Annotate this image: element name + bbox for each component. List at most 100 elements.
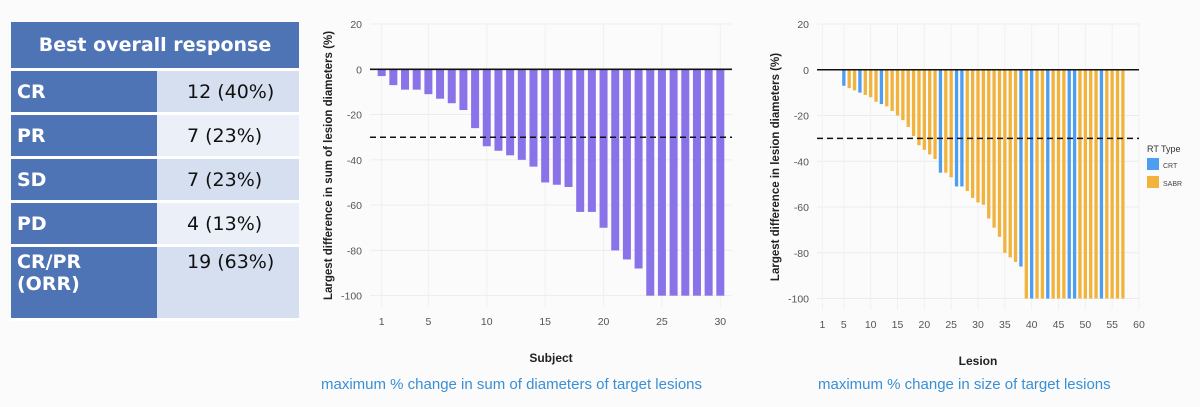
table-row: CR 12 (40%) [11,69,299,115]
x-tick-label: 50 [1079,319,1091,331]
x-tick-label: 60 [1133,319,1145,331]
legend-label-sabr: SABR [1163,181,1182,188]
y-tick-label: -40 [347,155,362,167]
bar [960,69,964,187]
bar [1078,69,1082,299]
y-tick-label: -100 [788,294,809,306]
x-tick-label: 5 [841,319,847,331]
bar [634,69,643,269]
bar [917,69,921,146]
bar [970,69,975,198]
legend-title: RT Type [1147,144,1181,154]
table-row: SD 7 (23%) [11,157,299,203]
bar [874,69,878,102]
x-tick-label: 5 [425,316,431,328]
y-tick-label: -40 [794,156,809,168]
row-label-orr-line2: (ORR) [17,273,80,295]
bar [1067,69,1071,299]
row-value-pr: 7 (23%) [157,113,299,159]
bar [965,69,969,192]
bar [992,69,996,228]
y-tick-label: -20 [794,111,809,123]
table-row: PD 4 (13%) [11,201,299,247]
bar [459,69,468,111]
legend-swatch-crt [1147,158,1159,170]
x-tick-label: 35 [999,319,1011,331]
bar [1056,69,1061,299]
x-tick-label: 55 [1106,319,1118,331]
bar [412,69,421,90]
bar [611,69,620,251]
bar [401,69,410,90]
bar [987,69,991,219]
bar [944,69,948,173]
bar [1115,69,1120,299]
bar [599,69,608,228]
bar [879,69,884,105]
row-label-orr: CR/PR (ORR) [11,245,157,321]
bar [895,69,900,116]
bar [517,69,526,160]
legend-swatch-sabr [1147,176,1159,188]
caption-left: maximum % change in sum of diameters of … [321,376,702,393]
bar [389,69,398,86]
y-tick-label: -20 [347,110,362,122]
bar [529,69,538,167]
bar [1121,69,1125,299]
bar [885,69,889,107]
x-tick-label: 15 [539,316,551,328]
caption-right: maximum % change in size of target lesio… [818,376,1111,393]
bar [1035,69,1039,299]
bar [997,69,1002,237]
bar [1051,69,1055,299]
bar [1013,69,1018,262]
bar [1105,69,1109,299]
y-axis-title: Largest difference in sum of lesion diam… [323,31,335,300]
bar [471,69,480,129]
bar [933,69,937,159]
table-row: CR/PR (ORR) 19 (63%) [11,245,299,321]
bar [890,69,894,111]
y-tick-label: 0 [356,64,362,76]
bar [901,69,905,121]
bar [1008,69,1012,258]
bar [928,69,932,155]
bar [1099,69,1104,299]
bar [981,69,986,205]
x-tick-label: 10 [481,316,493,328]
legend-label-crt: CRT [1163,163,1178,170]
bar [669,69,678,296]
bar [858,69,862,93]
bar [1110,69,1114,299]
x-tick-label: 45 [1053,319,1065,331]
bar [692,69,701,296]
y-tick-label: -100 [341,291,362,303]
bar [377,69,386,77]
response-table: Best overall response CR 12 (40%) PR 7 (… [11,22,299,321]
row-label-pr: PR [11,113,157,159]
bar [681,69,690,296]
row-label-sd: SD [11,157,157,203]
bar [552,69,561,185]
bar [622,69,631,260]
x-axis-title: Subject [529,351,572,365]
bar [564,69,573,188]
bar [954,69,959,187]
row-value-sd: 7 (23%) [157,157,299,203]
x-tick-label: 1 [819,319,825,331]
bar [494,69,503,151]
bar [657,69,666,296]
bar [1046,69,1050,299]
bar [506,69,515,156]
bar [1089,69,1093,299]
bar [922,69,926,150]
row-label-orr-line1: CR/PR [17,251,82,273]
x-axis-title: Lesion [959,354,998,368]
table-header: Best overall response [11,22,299,71]
x-tick-label: 10 [865,319,877,331]
x-tick-label: 30 [972,319,984,331]
x-tick-label: 25 [656,316,668,328]
bar [587,69,596,212]
x-tick-label: 20 [598,316,610,328]
bar [1030,69,1034,299]
